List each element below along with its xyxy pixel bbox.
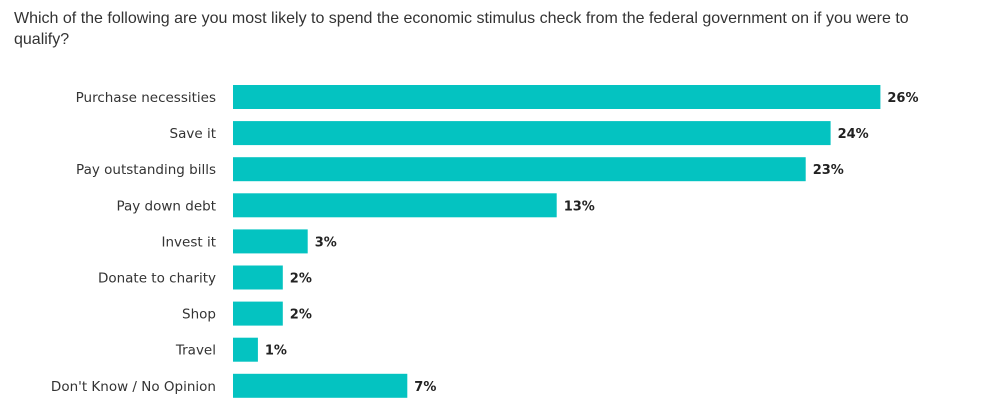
value-labels: 26% 24% 23% 13% 3% 2% 2% 1% 7% <box>265 91 919 395</box>
bar-travel <box>233 337 258 362</box>
category-label-travel: Travel <box>175 343 216 359</box>
category-label-pay-down-debt: Pay down debt <box>116 198 216 214</box>
value-label-travel: 1% <box>265 344 287 359</box>
question-title: Which of the following are you most like… <box>14 10 909 48</box>
category-label-invest-it: Invest it <box>162 234 217 250</box>
category-label-donate-to-charity: Donate to charity <box>98 271 216 287</box>
category-label-shop: Shop <box>182 307 216 323</box>
bar-purchase-necessities <box>233 85 881 109</box>
bars <box>233 85 881 398</box>
bar-pay-down-debt <box>233 193 557 218</box>
value-label-donate-to-charity: 2% <box>290 272 312 287</box>
category-label-pay-outstanding-bills: Pay outstanding bills <box>76 162 216 178</box>
value-label-pay-down-debt: 13% <box>564 199 595 214</box>
value-label-save-it: 24% <box>838 127 869 142</box>
value-label-pay-outstanding-bills: 23% <box>813 163 844 178</box>
value-label-don-t-know-no-opinion: 7% <box>414 380 436 395</box>
bar-save-it <box>233 121 831 146</box>
bar-shop <box>233 301 283 326</box>
category-label-don-t-know-no-opinion: Don't Know / No Opinion <box>51 379 216 395</box>
bar-invest-it <box>233 229 308 254</box>
category-label-purchase-necessities: Purchase necessities <box>76 90 216 106</box>
value-label-invest-it: 3% <box>315 235 337 250</box>
category-label-save-it: Save it <box>170 126 216 142</box>
category-labels: Purchase necessities Save it Pay outstandi… <box>51 90 216 395</box>
bar-pay-outstanding-bills <box>233 157 806 182</box>
bar-don-t-know-no-opinion <box>233 373 408 398</box>
value-label-shop: 2% <box>290 308 312 323</box>
value-label-purchase-necessities: 26% <box>887 91 918 106</box>
bar-donate-to-charity <box>233 265 283 290</box>
